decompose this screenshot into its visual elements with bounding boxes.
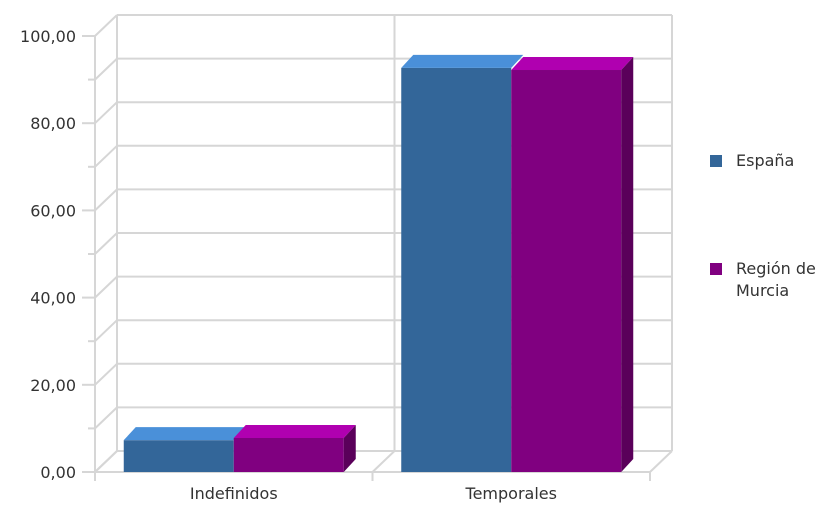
gridline-depth: [94, 101, 118, 124]
legend-swatch-espana: [710, 155, 722, 167]
gridline-depth: [94, 406, 118, 430]
x-tick-label: Indefinidos: [190, 484, 278, 503]
gridline-depth: [94, 14, 118, 37]
gridline-depth: [94, 363, 118, 386]
bar: [511, 70, 622, 473]
y-tick-label: 60,00: [30, 201, 76, 220]
legend-item-region-de-murcia: Región de Murcia: [710, 258, 822, 302]
gridline-depth: [94, 275, 118, 299]
bar: [123, 440, 234, 472]
legend: España Región de Murcia: [710, 150, 822, 388]
bar-top-face: [123, 427, 246, 441]
gridline-depth: [94, 319, 118, 342]
gridline-depth: [94, 57, 118, 81]
bar-top-face: [401, 54, 524, 68]
y-tick-label: 80,00: [30, 114, 76, 133]
bar-top-face: [511, 57, 634, 71]
legend-swatch-region-de-murcia: [710, 263, 722, 275]
bar-layer: [123, 54, 634, 473]
x-tick-label: Temporales: [465, 484, 557, 503]
bar: [233, 437, 344, 472]
legend-label-espana: España: [736, 151, 795, 170]
label-layer: 0,00 20,00 40,00 60,00 80,00 100,00 Indefinido…: [20, 27, 557, 503]
bar-top-face: [233, 424, 356, 438]
y-tick-label: 20,00: [30, 376, 76, 395]
legend-item-espana: España: [710, 150, 822, 172]
bar-side-face: [621, 57, 634, 473]
gridline-depth: [94, 188, 118, 212]
y-tick-label: 0,00: [40, 463, 76, 482]
floor-diagonal: [649, 450, 673, 473]
y-tick-label: 40,00: [30, 289, 76, 308]
gridline-depth: [94, 145, 118, 168]
floor-diagonal: [94, 450, 118, 473]
floor-diagonal: [371, 450, 396, 473]
y-tick-label: 100,00: [20, 27, 76, 46]
legend-label-region-de-murcia: Región de Murcia: [736, 259, 816, 300]
bar: [401, 67, 512, 472]
bar-side-face: [343, 424, 356, 472]
gridline-depth: [94, 232, 118, 255]
